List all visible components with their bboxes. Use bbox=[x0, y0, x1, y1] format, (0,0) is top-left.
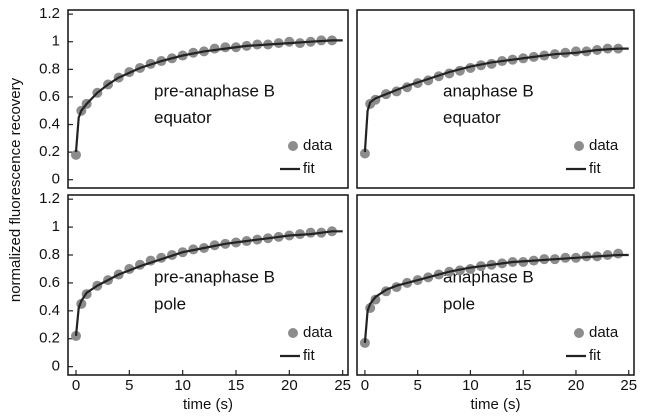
fit-line bbox=[74, 230, 343, 337]
y-tick-label: 0.4 bbox=[39, 302, 60, 319]
x-tick-label: 15 bbox=[228, 377, 245, 394]
legend-label: data bbox=[303, 137, 333, 154]
legend-label: fit bbox=[303, 347, 316, 364]
x-axis-label: time (s) bbox=[471, 396, 521, 413]
data-point bbox=[613, 248, 624, 259]
y-tick-label: 0.8 bbox=[39, 60, 60, 77]
legend-marker bbox=[288, 328, 298, 338]
data-point bbox=[370, 294, 381, 305]
panel-frame bbox=[67, 9, 349, 189]
x-tick-label: 10 bbox=[462, 377, 479, 394]
legend-label: data bbox=[589, 324, 619, 341]
y-tick-label: 0.2 bbox=[39, 143, 60, 160]
legend-label: data bbox=[589, 137, 619, 154]
y-tick-label: 0.4 bbox=[39, 115, 60, 132]
data-point bbox=[359, 337, 370, 348]
legend-label: fit bbox=[589, 347, 602, 364]
x-axis-label: time (s) bbox=[183, 396, 233, 413]
data-point bbox=[71, 149, 81, 160]
fit-line bbox=[363, 47, 629, 153]
y-tick-label: 1 bbox=[52, 33, 60, 50]
data-point bbox=[359, 148, 370, 159]
y-tick-label: 0.6 bbox=[39, 274, 60, 291]
y-tick-label: 0 bbox=[52, 171, 60, 188]
y-tick-label: 0.2 bbox=[39, 330, 60, 347]
panel-frame bbox=[67, 194, 349, 376]
annotation: pole bbox=[443, 294, 475, 313]
legend-label: fit bbox=[589, 160, 602, 177]
data-point bbox=[71, 330, 81, 341]
x-tick-label: 10 bbox=[174, 377, 191, 394]
panel-frame bbox=[356, 9, 635, 189]
data-point bbox=[284, 36, 295, 47]
annotation: equator bbox=[154, 108, 212, 127]
panel-frame bbox=[356, 194, 635, 376]
annotation: anaphase B bbox=[443, 267, 534, 286]
fit-line bbox=[363, 253, 629, 343]
y-tick-label: 0 bbox=[52, 358, 60, 375]
x-tick-label: 0 bbox=[72, 377, 80, 394]
y-tick-label: 1 bbox=[52, 218, 60, 235]
annotation: pole bbox=[154, 294, 186, 313]
y-tick-label: 0.8 bbox=[39, 246, 60, 263]
x-tick-label: 25 bbox=[334, 377, 351, 394]
annotation: pre-anaphase B bbox=[154, 267, 275, 286]
y-axis-label: normalized fluorescence recovery bbox=[7, 77, 24, 302]
x-tick-label: 20 bbox=[568, 377, 585, 394]
y-tick-label: 0.6 bbox=[39, 88, 60, 105]
legend-label: fit bbox=[303, 160, 316, 177]
legend-marker bbox=[288, 141, 298, 151]
x-tick-label: 15 bbox=[515, 377, 532, 394]
legend-label: data bbox=[303, 324, 333, 341]
y-tick-label: 1.2 bbox=[39, 190, 60, 207]
legend-marker bbox=[574, 141, 584, 151]
annotation: anaphase B bbox=[443, 81, 534, 100]
y-tick-label: 1.2 bbox=[39, 5, 60, 22]
annotation: pre-anaphase B bbox=[154, 81, 275, 100]
annotation: equator bbox=[443, 108, 501, 127]
legend-marker bbox=[574, 328, 584, 338]
x-tick-label: 5 bbox=[125, 377, 133, 394]
x-tick-label: 20 bbox=[281, 377, 298, 394]
x-tick-label: 5 bbox=[414, 377, 422, 394]
fit-line bbox=[74, 39, 343, 153]
x-tick-label: 25 bbox=[620, 377, 637, 394]
x-tick-label: 0 bbox=[361, 377, 369, 394]
